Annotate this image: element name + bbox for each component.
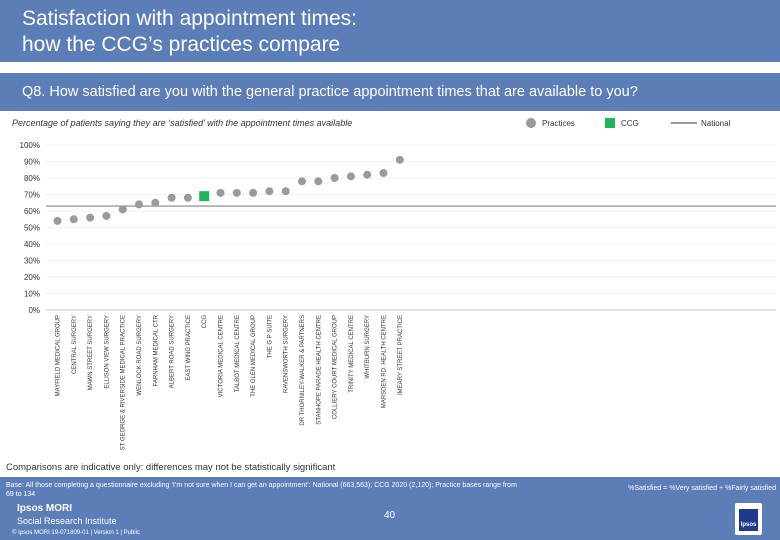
- practice-point: [281, 187, 290, 196]
- legend-ccg-label: CCG: [621, 119, 639, 128]
- practice-point: [265, 187, 274, 196]
- question-band: [0, 73, 780, 111]
- practice-point: [330, 174, 339, 182]
- legend-national-line: [671, 122, 697, 124]
- scatter-chart: 0% 10% 20% 30% 40% 50% 60% 70% 80% 90% 100% MAYFIEL…: [20, 141, 776, 450]
- satisfied-formula: %Satisfied = %Very satisfied + %Fairly s…: [628, 485, 776, 492]
- page-number: 40: [384, 510, 396, 521]
- x-tick-label: TALBOT MEDICAL CENTRE: [235, 315, 241, 392]
- x-tick-label: ST GEORGE & RIVERSIDE MEDICAL PRACTICE: [121, 315, 127, 450]
- x-tick-label: MAWN STREET SURGERY: [88, 315, 94, 390]
- title-band: [0, 0, 780, 62]
- practice-point: [249, 188, 258, 197]
- x-tick-label: STANHOPE PARADE HEALTH CENTRE: [316, 315, 322, 425]
- practice-point: [298, 177, 306, 186]
- x-tick-label: ALBERT ROAD SURGERY: [170, 315, 176, 388]
- x-tick-label: DR THORNILEY-WALKER & PARTNERS: [300, 315, 306, 426]
- x-tick-label: RAVENSWORTH SURGERY: [284, 315, 290, 393]
- practice-point: [395, 155, 404, 164]
- x-tick-label: CCG: [202, 315, 208, 329]
- question-text: Q8. How satisfied are you with the gener…: [22, 84, 638, 100]
- y-tick-label: 80%: [24, 174, 40, 183]
- y-tick-label: 40%: [24, 240, 40, 249]
- practice-point: [232, 188, 241, 197]
- x-tick-label: CENTRAL SURGERY: [72, 315, 78, 374]
- legend-practices-label: Practices: [542, 119, 575, 128]
- practice-point: [167, 193, 176, 202]
- y-tick-label: 60%: [24, 207, 40, 216]
- y-tick-label: 100%: [20, 141, 40, 150]
- practice-point: [346, 172, 355, 181]
- ipsos-logo-text: Ipsos: [740, 522, 757, 528]
- practice-point: [86, 213, 95, 222]
- y-tick-label: 10%: [24, 290, 40, 299]
- base-text: Base: All those completing a questionnai…: [6, 482, 517, 498]
- practice-point: [135, 200, 143, 209]
- x-tick-label: VICTORIA MEDICAL CENTRE: [219, 315, 225, 397]
- legend-practice-marker: [526, 118, 536, 128]
- footer-band: [0, 477, 780, 540]
- title-line-2: how the CCG’s practices compare: [22, 33, 341, 56]
- title-line-1: Satisfaction with appointment times:: [22, 7, 357, 30]
- x-tick-label: EAST WING PRACTICE: [186, 315, 192, 381]
- x-tick-label: WHITBURN SURGERY: [365, 315, 371, 379]
- legend-ccg-marker: [605, 118, 615, 128]
- y-tick-label: 70%: [24, 191, 40, 200]
- x-tick-label: TRINITY MEDICAL CENTRE: [349, 315, 355, 393]
- x-tick-label: THE G P SUITE: [267, 315, 273, 358]
- x-tick-label: IMEARY STREET PRACTICE: [398, 315, 404, 395]
- social-research-institute: Social Research Institute: [17, 516, 117, 526]
- page-title: Satisfaction with appointment times: how…: [22, 6, 357, 58]
- x-tick-label: WENLOCK ROAD SURGERY: [137, 315, 143, 396]
- practice-point: [363, 170, 372, 179]
- practice-point: [379, 169, 388, 178]
- y-tick-label: 0%: [28, 306, 40, 315]
- practice-point: [216, 188, 225, 197]
- y-tick-label: 90%: [24, 158, 40, 167]
- ccg-point: [199, 191, 210, 202]
- practice-point: [183, 193, 192, 202]
- y-tick-label: 50%: [24, 224, 40, 233]
- x-tick-label: COLLIERY COURT MEDICAL GROUP: [333, 315, 339, 419]
- x-tick-label: MAYFIELD MEDICAL GROUP: [56, 315, 62, 396]
- ipsos-mori-logo: Ipsos MORI: [17, 503, 73, 514]
- practice-point: [151, 198, 160, 207]
- x-tick-label: FARNHAM MEDICAL CTR: [153, 314, 159, 386]
- y-tick-label: 20%: [24, 273, 40, 282]
- practice-point: [102, 211, 111, 220]
- practice-point: [53, 216, 62, 225]
- ipsos-logo-icon: Ipsos: [735, 503, 762, 535]
- legend-national-label: National: [701, 119, 731, 128]
- y-tick-label: 30%: [24, 257, 40, 266]
- practice-point: [118, 205, 127, 214]
- comparison-note: Comparisons are indicative only: differe…: [6, 462, 336, 473]
- copyright: © Ipsos MORI 19-071809-01 | Version 1 | …: [12, 530, 140, 536]
- x-tick-label: THE GLEN MEDICAL GROUP: [251, 315, 257, 397]
- chart-subtitle: Percentage of patients saying they are ‘…: [12, 118, 353, 128]
- x-tick-label: MARSDEN RD. HEALTH CENTRE: [382, 315, 388, 408]
- x-tick-label: ELLISON VIEW SURGERY: [104, 315, 110, 389]
- practice-point: [69, 215, 78, 224]
- practice-point: [314, 177, 323, 186]
